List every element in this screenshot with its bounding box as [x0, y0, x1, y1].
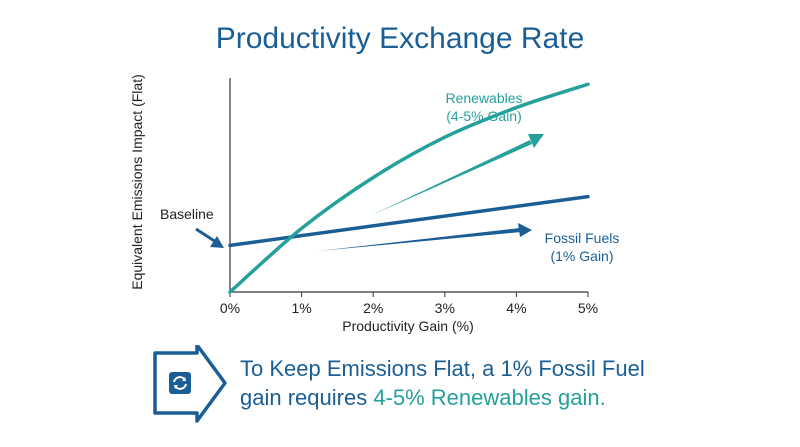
callout-arrow-icon — [153, 345, 227, 423]
callout-panel — [153, 345, 227, 423]
renewables-curve — [228, 82, 590, 294]
fossil-fuels-label: Fossil Fuels (1% Gain) — [545, 230, 620, 264]
chart-title: Productivity Exchange Rate — [215, 22, 585, 55]
fossil-gain-arrowhead — [518, 223, 532, 237]
callout-text: To Keep Emissions Flat, a 1% Fossil Fuel… — [240, 354, 780, 412]
x-tick-label: 3% — [435, 300, 455, 316]
chart-svg: 0% 1% 2% 3% 4% 5% Renewables (4-5% Gain) Fossil… — [129, 74, 619, 334]
renewables-gain-arrow — [372, 140, 532, 215]
refresh-arrows-icon — [169, 372, 191, 394]
callout-line-2-prefix: gain requires — [240, 385, 374, 410]
fossil-gain-arrow — [318, 228, 521, 251]
fossil-fuels-label-line: Fossil Fuels — [545, 230, 620, 246]
callout-highlight: 4-5% Renewables gain. — [373, 385, 606, 410]
callout-line-1: To Keep Emissions Flat, a 1% Fossil Fuel — [240, 356, 645, 381]
baseline-label: Baseline — [160, 206, 214, 222]
x-tick-label: 5% — [578, 300, 598, 316]
x-tick-label: 2% — [363, 300, 383, 316]
x-axis-label: Productivity Gain (%) — [342, 318, 473, 334]
chart-axes — [229, 78, 588, 293]
fossil-fuels-label-line: (1% Gain) — [550, 248, 613, 264]
renewables-label-line: Renewables — [445, 90, 522, 106]
x-tick-labels: 0% 1% 2% 3% 4% 5% — [220, 292, 598, 316]
fossil-fuels-line — [228, 194, 590, 248]
y-axis-label: Equivalent Emissions Impact (Flat) — [129, 74, 145, 290]
chart-annotations: Renewables (4-5% Gain) Fossil Fuels (1% Gai… — [160, 90, 619, 264]
x-tick-label: 1% — [291, 300, 311, 316]
chart-series — [228, 82, 590, 294]
callout-line-2: gain requires 4-5% Renewables gain. — [240, 383, 780, 412]
renewables-gain-arrowhead — [528, 134, 544, 148]
x-tick-label: 0% — [220, 300, 240, 316]
renewables-label: Renewables (4-5% Gain) — [445, 90, 522, 124]
baseline-arrow-shaft — [195, 227, 217, 244]
renewables-label-line: (4-5% Gain) — [446, 108, 521, 124]
baseline-arrowhead — [210, 236, 224, 248]
x-tick-label: 4% — [506, 300, 526, 316]
